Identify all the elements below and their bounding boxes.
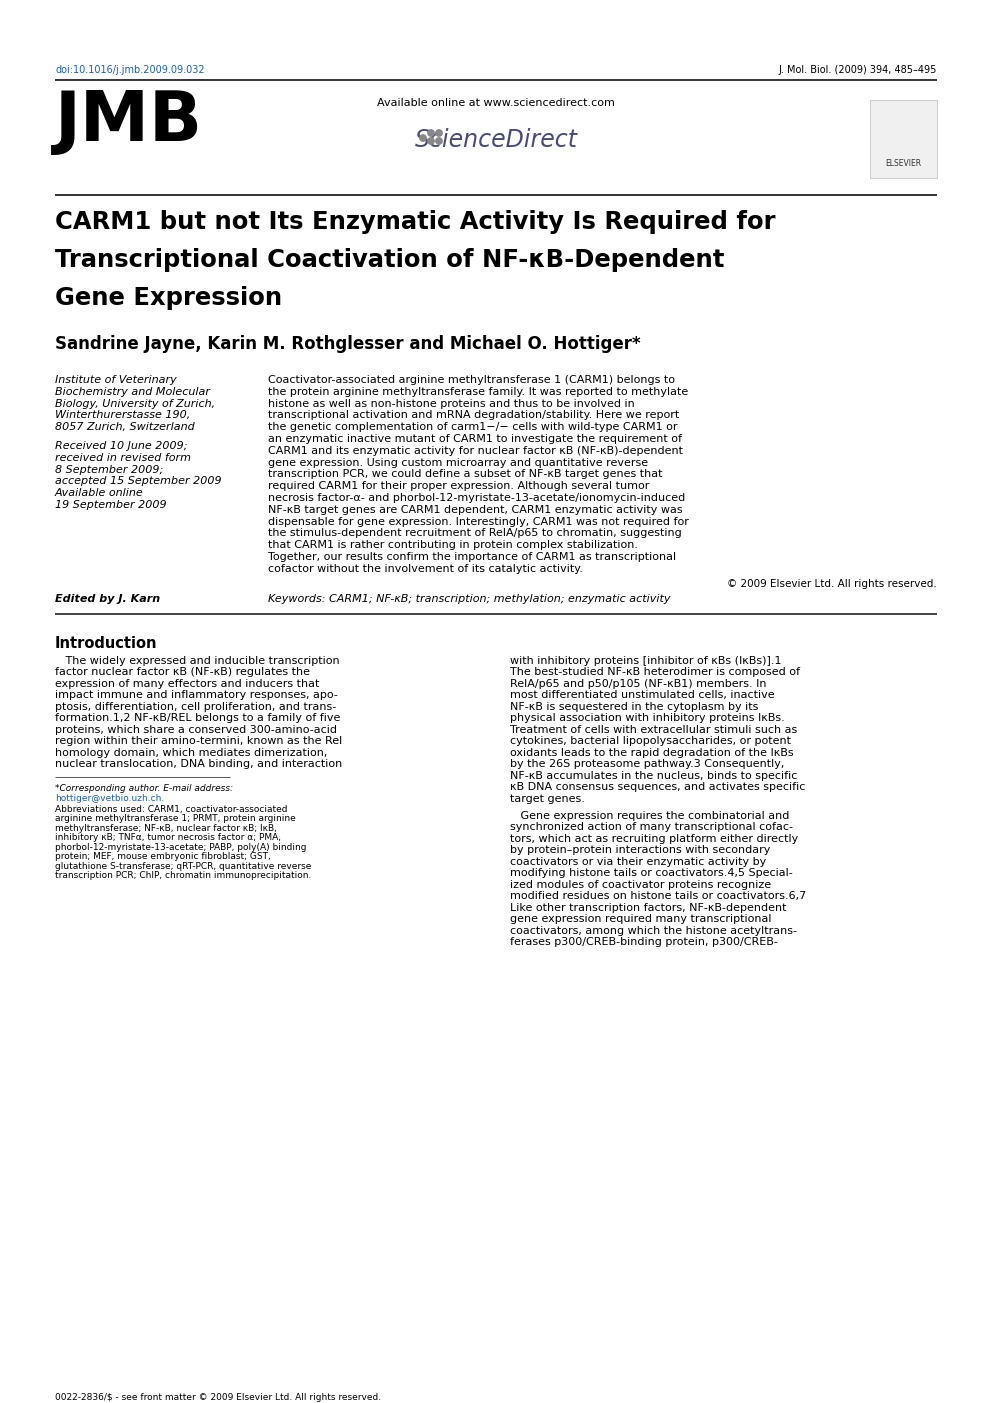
Text: transcriptional activation and mRNA degradation/stability. Here we report: transcriptional activation and mRNA degr… [268, 411, 680, 421]
Text: methyltransferase; NF-κB, nuclear factor κB; IκB,: methyltransferase; NF-κB, nuclear factor… [55, 824, 277, 832]
Text: required CARM1 for their proper expression. Although several tumor: required CARM1 for their proper expressi… [268, 481, 650, 491]
Text: κB DNA consensus sequences, and activates specific: κB DNA consensus sequences, and activate… [510, 781, 806, 793]
Text: Received 10 June 2009;: Received 10 June 2009; [55, 441, 187, 452]
Text: Biology, University of Zurich,: Biology, University of Zurich, [55, 398, 215, 408]
Text: JMB: JMB [55, 88, 203, 154]
Text: hottiger@vetbio.uzh.ch.: hottiger@vetbio.uzh.ch. [55, 794, 165, 803]
Text: transcription PCR; ChIP, chromatin immunoprecipitation.: transcription PCR; ChIP, chromatin immun… [55, 871, 311, 880]
Bar [870, 100, 937, 178]
Text: ScienceDirect: ScienceDirect [415, 128, 577, 152]
Text: Institute of Veterinary: Institute of Veterinary [55, 375, 177, 384]
Text: by protein–protein interactions with secondary: by protein–protein interactions with sec… [510, 846, 771, 856]
Text: Available online: Available online [55, 488, 144, 498]
Text: RelA/p65 and p50/p105 (NF-κB1) members. In: RelA/p65 and p50/p105 (NF-κB1) members. … [510, 679, 767, 689]
Text: Treatment of cells with extracellular stimuli such as: Treatment of cells with extracellular st… [510, 724, 798, 735]
Text: received in revised form: received in revised form [55, 453, 191, 463]
Text: ferases p300/CREB-binding protein, p300/CREB-: ferases p300/CREB-binding protein, p300/… [510, 937, 778, 947]
Text: cytokines, bacterial lipopolysaccharides, or potent: cytokines, bacterial lipopolysaccharides… [510, 737, 791, 746]
Text: Biochemistry and Molecular: Biochemistry and Molecular [55, 387, 210, 397]
Text: the genetic complementation of carm1−/− cells with wild-type CARM1 or: the genetic complementation of carm1−/− … [268, 422, 678, 432]
Text: NF-κB target genes are CARM1 dependent, CARM1 enzymatic activity was: NF-κB target genes are CARM1 dependent, … [268, 505, 682, 515]
Text: factor nuclear factor κB (NF-κB) regulates the: factor nuclear factor κB (NF-κB) regulat… [55, 666, 310, 678]
Text: Available online at www.sciencedirect.com: Available online at www.sciencedirect.co… [377, 98, 615, 108]
Text: impact immune and inflammatory responses, apo-: impact immune and inflammatory responses… [55, 690, 338, 700]
Text: The best-studied NF-κB heterodimer is composed of: The best-studied NF-κB heterodimer is co… [510, 666, 800, 678]
Text: 8057 Zurich, Switzerland: 8057 Zurich, Switzerland [55, 422, 194, 432]
Text: Like other transcription factors, NF-κB-dependent: Like other transcription factors, NF-κB-… [510, 904, 787, 913]
Text: coactivators, among which the histone acetyltrans-: coactivators, among which the histone ac… [510, 926, 797, 936]
Text: modified residues on histone tails or coactivators.6,7: modified residues on histone tails or co… [510, 891, 806, 901]
Text: Abbreviations used: CARM1, coactivator-associated: Abbreviations used: CARM1, coactivator-a… [55, 804, 288, 814]
Text: Transcriptional Coactivation of NF-κB-Dependent: Transcriptional Coactivation of NF-κB-De… [55, 248, 724, 272]
Text: arginine methyltransferase 1; PRMT, protein arginine: arginine methyltransferase 1; PRMT, prot… [55, 814, 296, 824]
Text: inhibitory κB; TNFα, tumor necrosis factor α; PMA,: inhibitory κB; TNFα, tumor necrosis fact… [55, 833, 281, 842]
Text: histone as well as non-histone proteins and thus to be involved in: histone as well as non-histone proteins … [268, 398, 635, 408]
Text: protein; MEF, mouse embryonic fibroblast; GST,: protein; MEF, mouse embryonic fibroblast… [55, 852, 271, 861]
Text: Edited by J. Karn: Edited by J. Karn [55, 593, 160, 603]
Text: transcription PCR, we could define a subset of NF-κB target genes that: transcription PCR, we could define a sub… [268, 470, 663, 480]
Text: coactivators or via their enzymatic activity by: coactivators or via their enzymatic acti… [510, 857, 766, 867]
Text: an enzymatic inactive mutant of CARM1 to investigate the requirement of: an enzymatic inactive mutant of CARM1 to… [268, 434, 682, 443]
Text: accepted 15 September 2009: accepted 15 September 2009 [55, 477, 221, 487]
Circle shape [435, 137, 442, 145]
Text: *Corresponding author. E-mail address:: *Corresponding author. E-mail address: [55, 784, 233, 793]
Circle shape [428, 130, 434, 136]
Text: NF-κB is sequestered in the cytoplasm by its: NF-κB is sequestered in the cytoplasm by… [510, 702, 758, 711]
Text: the stimulus-dependent recruitment of RelA/p65 to chromatin, suggesting: the stimulus-dependent recruitment of Re… [268, 529, 682, 539]
Text: Coactivator-associated arginine methyltransferase 1 (CARM1) belongs to: Coactivator-associated arginine methyltr… [268, 375, 675, 384]
Text: modifying histone tails or coactivators.4,5 Special-: modifying histone tails or coactivators.… [510, 868, 793, 878]
Text: oxidants leads to the rapid degradation of the IκBs: oxidants leads to the rapid degradation … [510, 748, 794, 758]
Text: doi:10.1016/j.jmb.2009.09.032: doi:10.1016/j.jmb.2009.09.032 [55, 65, 204, 74]
Text: CARM1 but not Its Enzymatic Activity Is Required for: CARM1 but not Its Enzymatic Activity Is … [55, 210, 776, 234]
Text: 0022-2836/$ - see front matter © 2009 Elsevier Ltd. All rights reserved.: 0022-2836/$ - see front matter © 2009 El… [55, 1393, 381, 1402]
Text: Sandrine Jayne, Karin M. Rothglesser and Michael O. Hottiger*: Sandrine Jayne, Karin M. Rothglesser and… [55, 335, 641, 354]
Text: that CARM1 is rather contributing in protein complex stabilization.: that CARM1 is rather contributing in pro… [268, 540, 638, 550]
Text: tors, which act as recruiting platform either directly: tors, which act as recruiting platform e… [510, 833, 799, 843]
Text: nuclear translocation, DNA binding, and interaction: nuclear translocation, DNA binding, and … [55, 759, 342, 769]
Text: homology domain, which mediates dimerization,: homology domain, which mediates dimeriza… [55, 748, 327, 758]
Text: target genes.: target genes. [510, 794, 585, 804]
Text: CARM1 and its enzymatic activity for nuclear factor κB (NF-κB)-dependent: CARM1 and its enzymatic activity for nuc… [268, 446, 683, 456]
Text: by the 26S proteasome pathway.3 Consequently,: by the 26S proteasome pathway.3 Conseque… [510, 759, 785, 769]
Text: Gene expression requires the combinatorial and: Gene expression requires the combinatori… [510, 811, 790, 821]
Text: Gene Expression: Gene Expression [55, 286, 282, 310]
Text: ized modules of coactivator proteins recognize: ized modules of coactivator proteins rec… [510, 880, 771, 890]
Text: ptosis, differentiation, cell proliferation, and trans-: ptosis, differentiation, cell proliferat… [55, 702, 336, 711]
Text: gene expression. Using custom microarray and quantitative reverse: gene expression. Using custom microarray… [268, 457, 648, 467]
Text: Together, our results confirm the importance of CARM1 as transcriptional: Together, our results confirm the import… [268, 551, 677, 563]
Text: formation.1,2 NF-κB/REL belongs to a family of five: formation.1,2 NF-κB/REL belongs to a fam… [55, 713, 340, 723]
Text: most differentiated unstimulated cells, inactive: most differentiated unstimulated cells, … [510, 690, 775, 700]
Text: proteins, which share a conserved 300-amino-acid: proteins, which share a conserved 300-am… [55, 724, 337, 735]
Text: 8 September 2009;: 8 September 2009; [55, 464, 164, 474]
Text: region within their amino-termini, known as the Rel: region within their amino-termini, known… [55, 737, 342, 746]
Text: physical association with inhibitory proteins IκBs.: physical association with inhibitory pro… [510, 713, 785, 723]
Text: ELSEVIER: ELSEVIER [885, 159, 921, 168]
Text: expression of many effectors and inducers that: expression of many effectors and inducer… [55, 679, 319, 689]
Text: NF-κB accumulates in the nucleus, binds to specific: NF-κB accumulates in the nucleus, binds … [510, 770, 798, 780]
Text: cofactor without the involvement of its catalytic activity.: cofactor without the involvement of its … [268, 564, 583, 574]
Text: © 2009 Elsevier Ltd. All rights reserved.: © 2009 Elsevier Ltd. All rights reserved… [727, 578, 937, 589]
Text: Keywords: CARM1; NF-κB; transcription; methylation; enzymatic activity: Keywords: CARM1; NF-κB; transcription; m… [268, 593, 671, 603]
Circle shape [428, 137, 434, 145]
Circle shape [435, 130, 442, 136]
Text: synchronized action of many transcriptional cofac-: synchronized action of many transcriptio… [510, 822, 793, 832]
Text: glutathione S-transferase; qRT-PCR, quantitative reverse: glutathione S-transferase; qRT-PCR, quan… [55, 861, 311, 871]
Text: gene expression required many transcriptional: gene expression required many transcript… [510, 915, 772, 925]
Text: the protein arginine methyltransferase family. It was reported to methylate: the protein arginine methyltransferase f… [268, 387, 688, 397]
Text: J. Mol. Biol. (2009) 394, 485–495: J. Mol. Biol. (2009) 394, 485–495 [779, 65, 937, 74]
Text: Introduction: Introduction [55, 636, 158, 651]
Text: The widely expressed and inducible transcription: The widely expressed and inducible trans… [55, 655, 339, 665]
Text: dispensable for gene expression. Interestingly, CARM1 was not required for: dispensable for gene expression. Interes… [268, 516, 688, 526]
Text: necrosis factor-α- and phorbol-12-myristate-13-acetate/ionomycin-induced: necrosis factor-α- and phorbol-12-myrist… [268, 492, 685, 504]
Text: Winterthurerstasse 190,: Winterthurerstasse 190, [55, 411, 190, 421]
Text: phorbol-12-myristate-13-acetate; PABP, poly(A) binding: phorbol-12-myristate-13-acetate; PABP, p… [55, 843, 307, 852]
Text: with inhibitory proteins [inhibitor of κBs (IκBs)].1: with inhibitory proteins [inhibitor of κ… [510, 655, 782, 665]
Text: 19 September 2009: 19 September 2009 [55, 499, 167, 511]
Circle shape [420, 135, 427, 142]
